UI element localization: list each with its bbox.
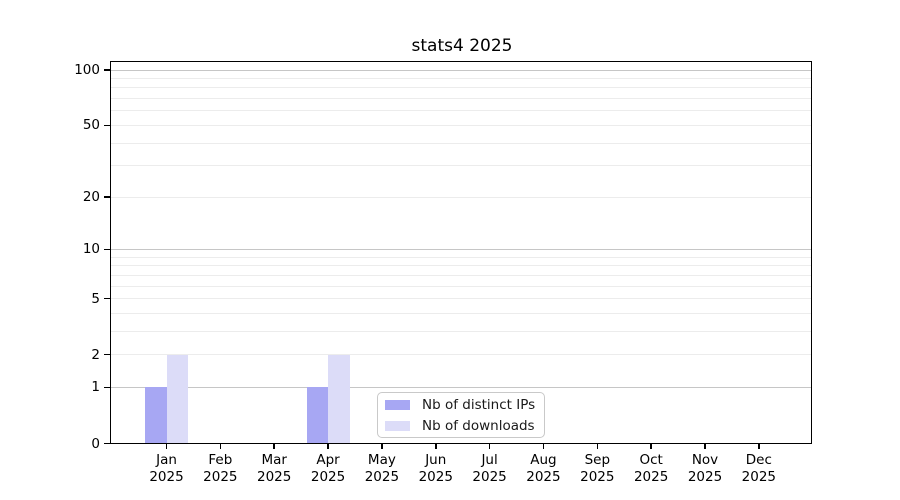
month-label: May [367,452,396,468]
year-label: 2025 [472,469,507,485]
x-axis-tick-label: Jun 2025 [408,452,464,486]
bar-distinct-ips [306,387,329,444]
minor-gridline [111,256,811,258]
month-label: Oct [639,452,663,468]
minor-gridline [111,265,811,267]
y-axis-tick-label: 10 [82,241,100,258]
year-label: 2025 [418,469,453,485]
x-axis-tick [273,443,275,449]
minor-gridline [111,274,811,276]
x-axis-tick [488,443,491,449]
month-label: Mar [261,452,287,468]
month-label: Aug [530,452,557,468]
y-axis-tick-label: 50 [82,117,100,134]
y-axis-tick-label: 5 [91,290,100,307]
x-axis-tick-label: May 2025 [354,452,410,486]
major-gridline [111,69,811,71]
y-axis-tick-label: 1 [91,379,100,396]
minor-gridline [111,312,811,314]
y-axis-tick-label: 100 [74,62,100,79]
y-axis-tick [104,297,110,300]
y-axis-tick [104,353,110,356]
y-axis-tick [104,248,110,251]
x-axis-tick-label: Oct 2025 [623,452,679,486]
year-label: 2025 [310,469,346,485]
legend: Nb of distinct IPs Nb of downloads [377,392,545,438]
year-label: 2025 [633,469,669,485]
year-label: 2025 [257,469,292,485]
bar-downloads [328,354,350,444]
y-axis-tick [104,442,110,445]
x-axis-tick [381,443,383,449]
minor-gridline [111,87,811,89]
y-axis-tick [104,196,110,198]
x-axis-tick-label: Dec 2025 [731,452,787,486]
year-label: 2025 [741,469,777,485]
minor-gridline [111,196,811,198]
x-axis-tick [704,443,706,449]
x-axis-tick-label: Sep 2025 [569,452,625,486]
y-axis-tick [104,69,110,71]
minor-gridline [111,142,811,144]
legend-swatch-distinct-ips [385,399,410,410]
minor-gridline [111,110,811,112]
month-label: Nov [691,452,719,468]
y-axis-tick-label: 20 [82,189,100,206]
month-label: Jul [481,452,498,468]
minor-gridline [111,98,811,100]
y-axis-tick-label: 0 [91,435,100,452]
minor-gridline [111,124,811,126]
legend-swatch-downloads [385,420,410,431]
major-gridline [111,248,811,250]
x-axis-tick-label: Jul 2025 [462,452,518,486]
minor-gridline [111,285,811,287]
x-axis-tick [219,443,222,449]
year-label: 2025 [526,469,561,485]
x-axis-tick [596,443,599,449]
minor-gridline [111,354,811,356]
x-axis-tick-label: Jan 2025 [139,452,195,486]
x-axis-tick [542,443,545,449]
x-axis-tick [758,443,760,449]
x-axis-tick [435,443,437,449]
chart-title: stats4 2025 [411,36,513,56]
year-label: 2025 [203,469,238,485]
x-axis-tick [165,443,168,449]
legend-item: Nb of distinct IPs [385,395,544,414]
month-label: Feb [208,452,233,468]
minor-gridline [111,330,811,332]
month-label: Jan [156,452,177,468]
y-axis-tick [104,386,110,389]
minor-gridline [111,298,811,300]
y-axis-tick-label: 2 [91,346,100,363]
x-axis-tick-label: Mar 2025 [246,452,302,486]
month-label: Jun [425,452,447,468]
month-label: Apr [316,452,340,468]
year-label: 2025 [687,469,723,485]
x-axis-tick [327,443,329,449]
x-axis-tick-label: Apr 2025 [300,452,356,486]
bar-distinct-ips [145,387,167,444]
month-label: Dec [745,452,772,468]
x-axis-tick [650,443,652,449]
minor-gridline [111,165,811,167]
x-axis-tick-label: Nov 2025 [677,452,733,486]
y-axis-tick [104,124,110,127]
x-axis-tick-label: Aug 2025 [515,452,571,486]
month-label: Sep [584,452,611,468]
minor-gridline [111,78,811,80]
legend-label: Nb of distinct IPs [422,396,536,413]
major-gridline [111,386,811,388]
legend-item: Nb of downloads [385,416,544,435]
x-axis-tick-label: Feb 2025 [192,452,248,486]
year-label: 2025 [149,469,184,485]
year-label: 2025 [364,469,400,485]
bar-downloads [166,354,188,444]
year-label: 2025 [580,469,615,485]
legend-label: Nb of downloads [422,417,535,434]
